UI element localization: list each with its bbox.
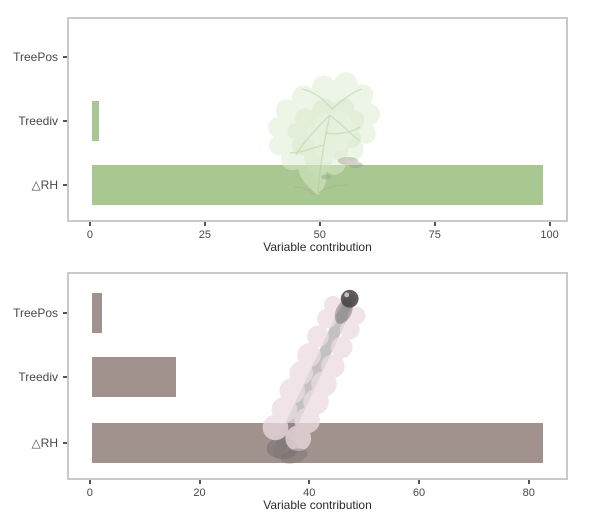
x-axis-tick: [203, 222, 206, 226]
y-axis-tick: [63, 55, 67, 58]
x-axis-tick: [198, 480, 201, 484]
y-axis-tick: [63, 376, 67, 379]
y-axis-label-treepos: TreePos: [13, 305, 58, 320]
y-axis-label-delta-rh: △RH: [31, 178, 58, 193]
x-axis-tick-label: 25: [198, 229, 211, 241]
x-axis-tick: [418, 480, 421, 484]
plot-panel: [67, 17, 568, 222]
bottom-chart: Variable contribution: [0, 259, 600, 519]
x-axis-tick: [318, 222, 321, 226]
x-axis-tick: [548, 222, 551, 226]
plot-panel: [67, 272, 568, 480]
y-axis-tick: [63, 441, 67, 444]
bar-delta-rh: [91, 165, 544, 206]
y-axis-label-treepos: TreePos: [13, 49, 58, 64]
x-axis-title: Variable contribution: [263, 498, 372, 512]
x-axis-tick-label: 20: [193, 487, 206, 499]
y-axis-label-treediv: Treediv: [18, 370, 58, 385]
x-axis-tick: [433, 222, 436, 226]
bar-treediv: [91, 100, 99, 141]
top-chart: Variable contribution: [0, 0, 600, 259]
x-axis-tick-label: 0: [86, 229, 94, 241]
y-axis-tick: [63, 184, 67, 187]
x-axis-tick: [88, 480, 91, 484]
y-axis-label-treediv: Treediv: [18, 113, 58, 128]
x-axis-title: Variable contribution: [263, 240, 372, 254]
y-axis-tick: [63, 311, 67, 314]
x-axis-tick-label: 75: [428, 229, 441, 241]
x-axis-tick: [527, 480, 530, 484]
x-axis-tick-label: 80: [522, 487, 535, 499]
bar-delta-rh: [91, 422, 544, 463]
x-axis-tick-label: 100: [540, 229, 559, 241]
y-axis-label-delta-rh: △RH: [31, 435, 58, 450]
x-axis-tick-label: 60: [412, 487, 426, 499]
x-axis-tick: [88, 222, 91, 226]
x-axis-tick-label: 0: [86, 487, 93, 499]
x-axis-tick-label: 50: [313, 229, 326, 241]
bar-treepos: [91, 292, 103, 333]
x-axis-tick: [308, 480, 311, 484]
x-axis-tick-label: 40: [303, 487, 316, 499]
bar-treediv: [91, 357, 176, 398]
y-axis-tick: [63, 119, 67, 122]
